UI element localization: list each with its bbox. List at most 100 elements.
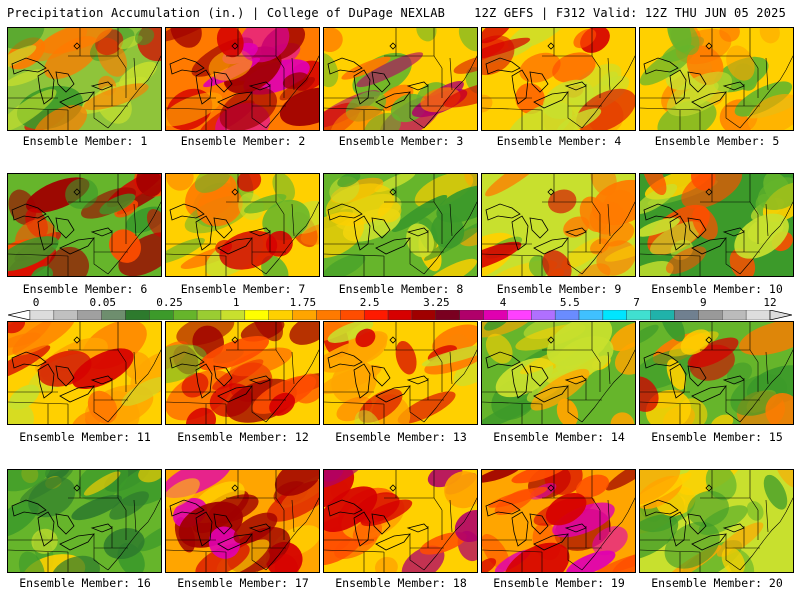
boundary-line <box>482 534 583 572</box>
lake-outline <box>59 91 95 109</box>
precip-map <box>8 470 161 572</box>
lake-outline <box>691 237 727 255</box>
boundary-line <box>324 92 425 130</box>
colorbar-scale <box>8 310 792 320</box>
colorbar-segment <box>29 310 55 320</box>
ensemble-member-map-20 <box>639 469 794 573</box>
precip-contour <box>114 199 139 218</box>
precip-contour <box>734 213 789 259</box>
precip-contour <box>8 470 51 492</box>
precip-map <box>640 174 793 276</box>
boundary-line <box>581 201 635 275</box>
lake-outline <box>213 217 233 239</box>
precip-map <box>482 470 635 572</box>
precip-contour <box>669 28 700 56</box>
station-marker-icon <box>73 484 81 492</box>
precip-contour <box>640 261 674 276</box>
precip-contour <box>640 376 659 412</box>
precip-contour <box>599 221 635 247</box>
precip-contour <box>364 112 402 130</box>
precip-map <box>482 322 635 424</box>
precip-contour <box>233 512 278 544</box>
precip-contour <box>237 174 262 192</box>
ensemble-member-map-18 <box>323 469 478 573</box>
precip-map <box>166 322 319 424</box>
precip-contour <box>279 87 319 127</box>
station-marker-icon <box>73 188 81 196</box>
precip-contour <box>690 174 716 191</box>
precip-contour <box>414 174 474 209</box>
lake-outline <box>11 351 47 369</box>
boundary-line <box>324 534 425 572</box>
ensemble-member-map-1 <box>7 27 162 131</box>
boundary-line <box>384 349 453 401</box>
lake-outline <box>327 499 363 517</box>
precip-contour <box>8 401 34 424</box>
precip-contour <box>482 558 497 572</box>
precip-contour <box>40 28 113 54</box>
precip-contour <box>664 521 720 569</box>
precip-contour <box>640 183 678 215</box>
station-marker-icon <box>231 336 239 344</box>
colorbar-tick-label: 0 <box>32 296 40 309</box>
colorbar-segment <box>722 310 747 320</box>
precip-contour <box>8 89 57 130</box>
colorbar-segment <box>602 310 627 320</box>
precip-contour <box>166 92 223 127</box>
station-marker-icon <box>389 336 397 344</box>
precip-contour <box>640 514 679 560</box>
lake-outline <box>691 385 727 403</box>
lake-outline <box>59 385 95 403</box>
precip-contour <box>640 217 680 237</box>
precip-contour <box>453 55 477 74</box>
precip-contour <box>543 345 605 380</box>
colorbar-tick-label: 0.25 <box>156 296 183 309</box>
boundary-line <box>68 201 137 253</box>
precip-contour <box>8 322 26 334</box>
ensemble-member-map-6 <box>7 173 162 277</box>
precip-contour <box>680 329 711 355</box>
station-marker-icon <box>73 336 81 344</box>
boundary-line <box>482 386 583 424</box>
precip-contour <box>352 519 383 546</box>
lake-outline <box>213 365 233 387</box>
precip-contour <box>482 534 510 571</box>
boundary-line <box>581 497 635 571</box>
boundary-line <box>166 92 267 130</box>
lake-outline <box>485 203 521 221</box>
precip-contour <box>269 392 296 416</box>
precip-contour <box>239 28 290 63</box>
precip-contour <box>378 200 402 223</box>
ensemble-member-map-16 <box>7 469 162 573</box>
precip-contour <box>261 255 289 276</box>
precip-contour <box>748 94 793 130</box>
boundary-line <box>640 534 741 572</box>
lake-outline <box>533 91 569 109</box>
station-marker-icon <box>231 42 239 50</box>
boundary-line <box>739 349 793 423</box>
precip-contour <box>71 494 123 521</box>
boundary-line <box>542 201 611 253</box>
precip-contour <box>453 348 477 387</box>
precip-map <box>640 322 793 424</box>
boundary-line <box>166 386 267 424</box>
precip-contour <box>330 105 386 130</box>
colorbar-segment <box>387 310 413 320</box>
precip-contour <box>391 194 448 233</box>
ensemble-member-label: Ensemble Member: 13 <box>335 430 467 444</box>
station-marker-icon <box>547 42 555 50</box>
precip-contour <box>642 174 667 196</box>
precip-contour <box>324 341 360 375</box>
ensemble-member-map-10 <box>639 173 794 277</box>
boundary-line <box>237 174 277 202</box>
boundary-line <box>553 322 593 350</box>
precip-contour <box>482 241 522 274</box>
colorbar-segment <box>340 310 365 320</box>
lake-outline <box>375 91 411 109</box>
precip-contour <box>431 213 465 249</box>
precip-contour <box>660 322 685 342</box>
precip-contour <box>575 474 610 498</box>
boundary-line <box>166 238 267 276</box>
precip-contour <box>710 414 734 424</box>
boundary-line <box>640 92 741 130</box>
